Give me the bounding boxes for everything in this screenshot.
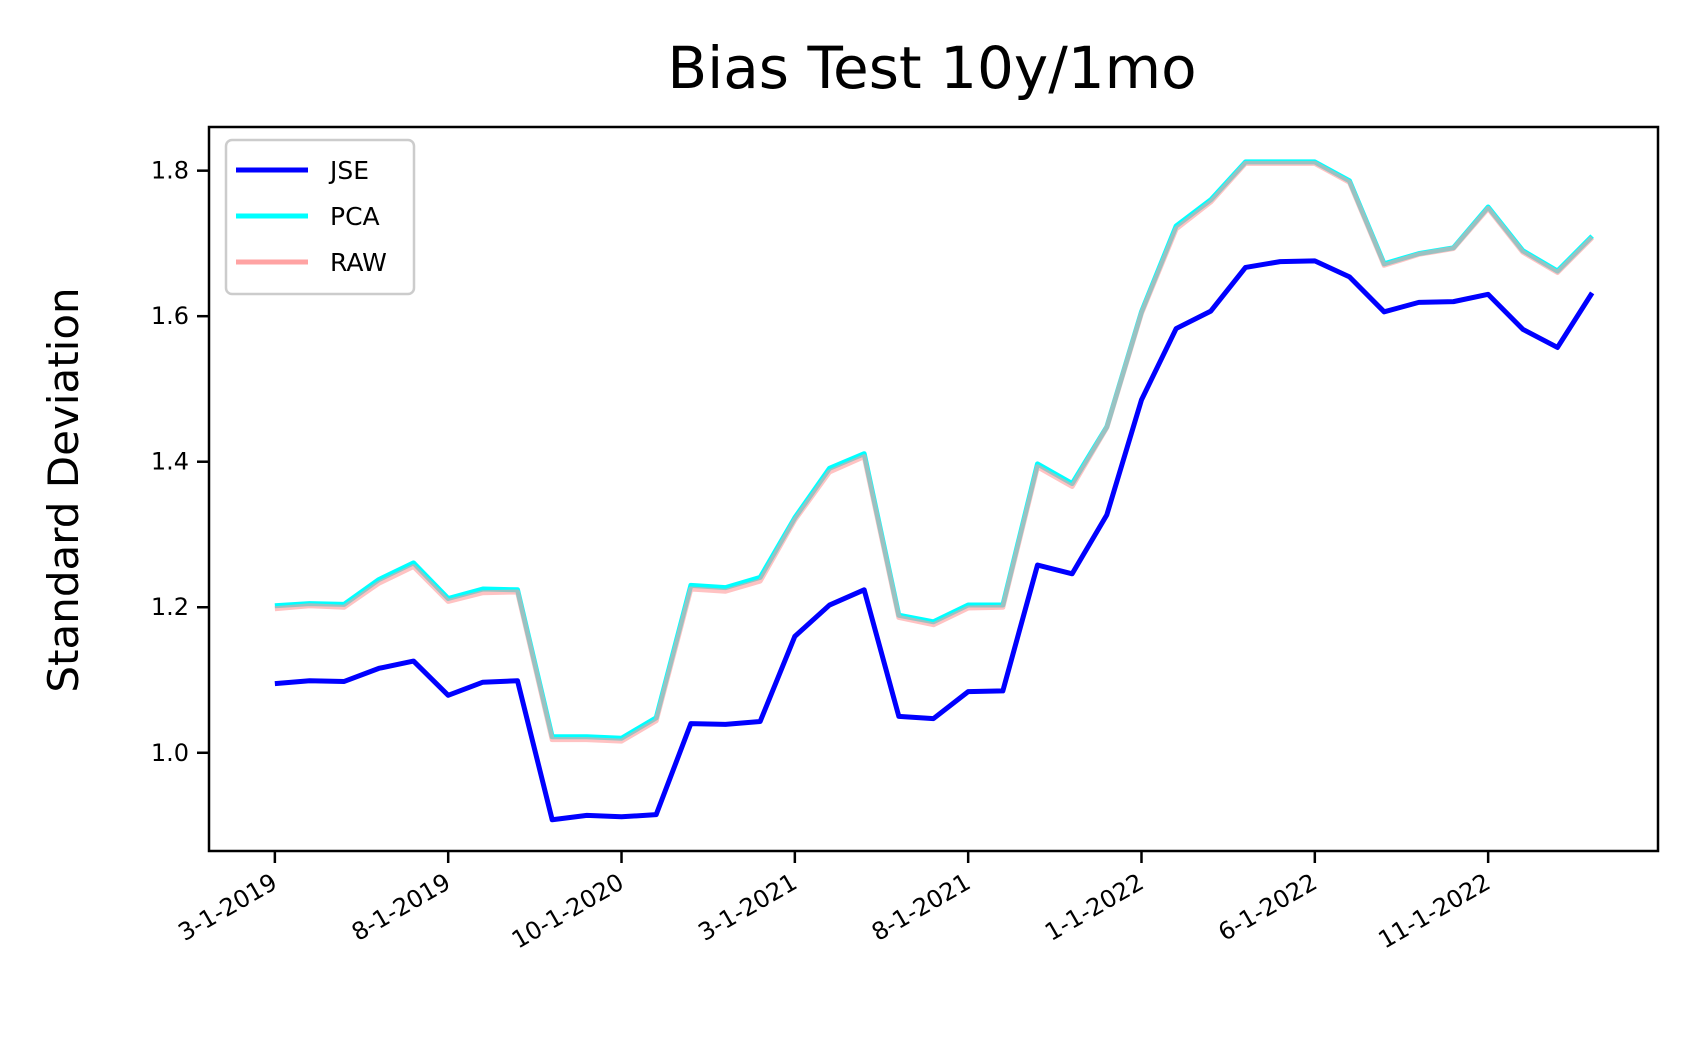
- plot-frame: [207, 125, 1660, 853]
- series-line-raw: [274, 160, 1594, 744]
- chart-title: Bias Test 10y/1mo: [667, 34, 1196, 102]
- y-tick-label: 1.8: [151, 157, 189, 185]
- legend-label-pca: PCA: [330, 202, 380, 231]
- legend-box: [224, 138, 416, 296]
- y-tick-label: 1.0: [151, 739, 189, 767]
- series-layer: [274, 159, 1595, 823]
- y-tick-label: 1.6: [151, 302, 189, 330]
- legend-label-jse: JSE: [328, 156, 369, 185]
- legend-label-raw: RAW: [330, 248, 387, 277]
- y-axis-ticks: 1.0 1.2 1.4 1.6 1.8: [151, 157, 209, 767]
- legend: JSE PCA RAW: [224, 138, 416, 296]
- y-tick-label: 1.2: [151, 593, 189, 621]
- series-line-jse: [274, 258, 1595, 823]
- y-tick-label: 1.4: [151, 448, 189, 476]
- y-axis-label: Standard Deviation: [39, 287, 88, 692]
